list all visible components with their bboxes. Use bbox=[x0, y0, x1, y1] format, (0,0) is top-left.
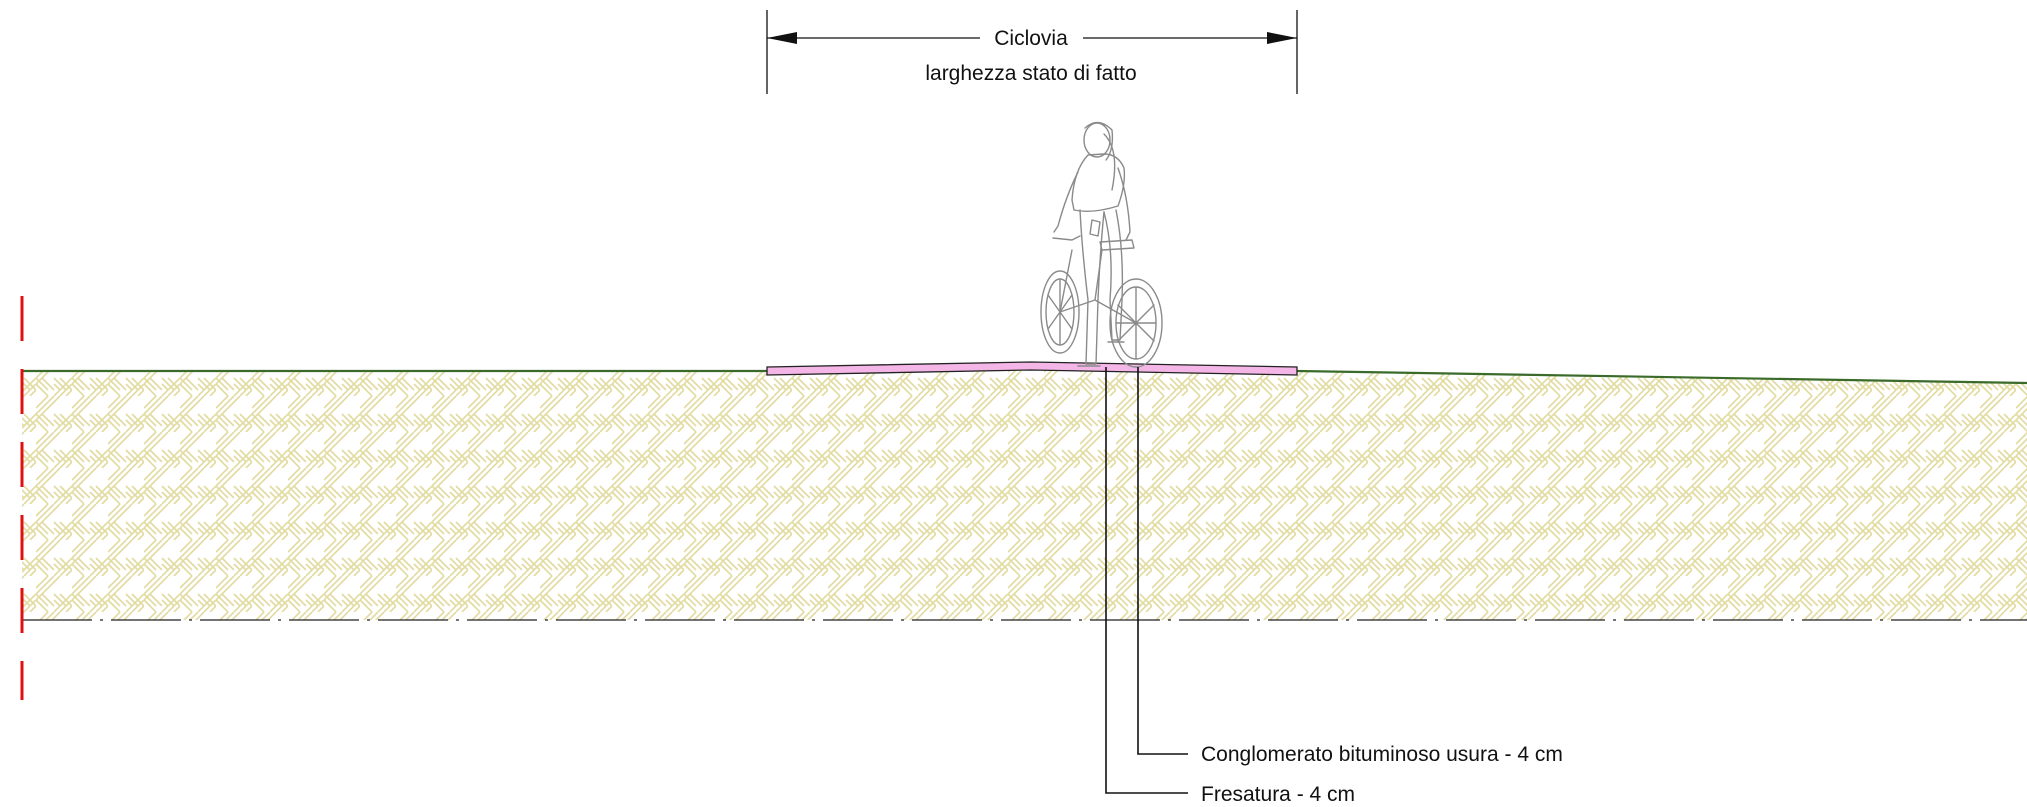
dimension-ciclovia: Ciclovia larghezza stato di fatto bbox=[766, 10, 1298, 94]
soil-fill bbox=[22, 371, 2027, 620]
callout-leaders bbox=[1105, 367, 1188, 794]
callout-fresatura: Fresatura - 4 cm bbox=[1201, 783, 1355, 806]
arrow-right-icon bbox=[1267, 32, 1297, 44]
asphalt-layer bbox=[766, 361, 1298, 376]
callout-usura: Conglomerato bituminoso usura - 4 cm bbox=[1201, 743, 1563, 766]
arrow-left-icon bbox=[767, 32, 797, 44]
leader-fresatura bbox=[1105, 367, 1188, 794]
cyclist-figure bbox=[1040, 121, 1163, 368]
dimension-subtitle: larghezza stato di fatto bbox=[925, 62, 1136, 85]
leader-usura bbox=[1137, 367, 1188, 755]
dimension-title: Ciclovia bbox=[994, 27, 1068, 50]
